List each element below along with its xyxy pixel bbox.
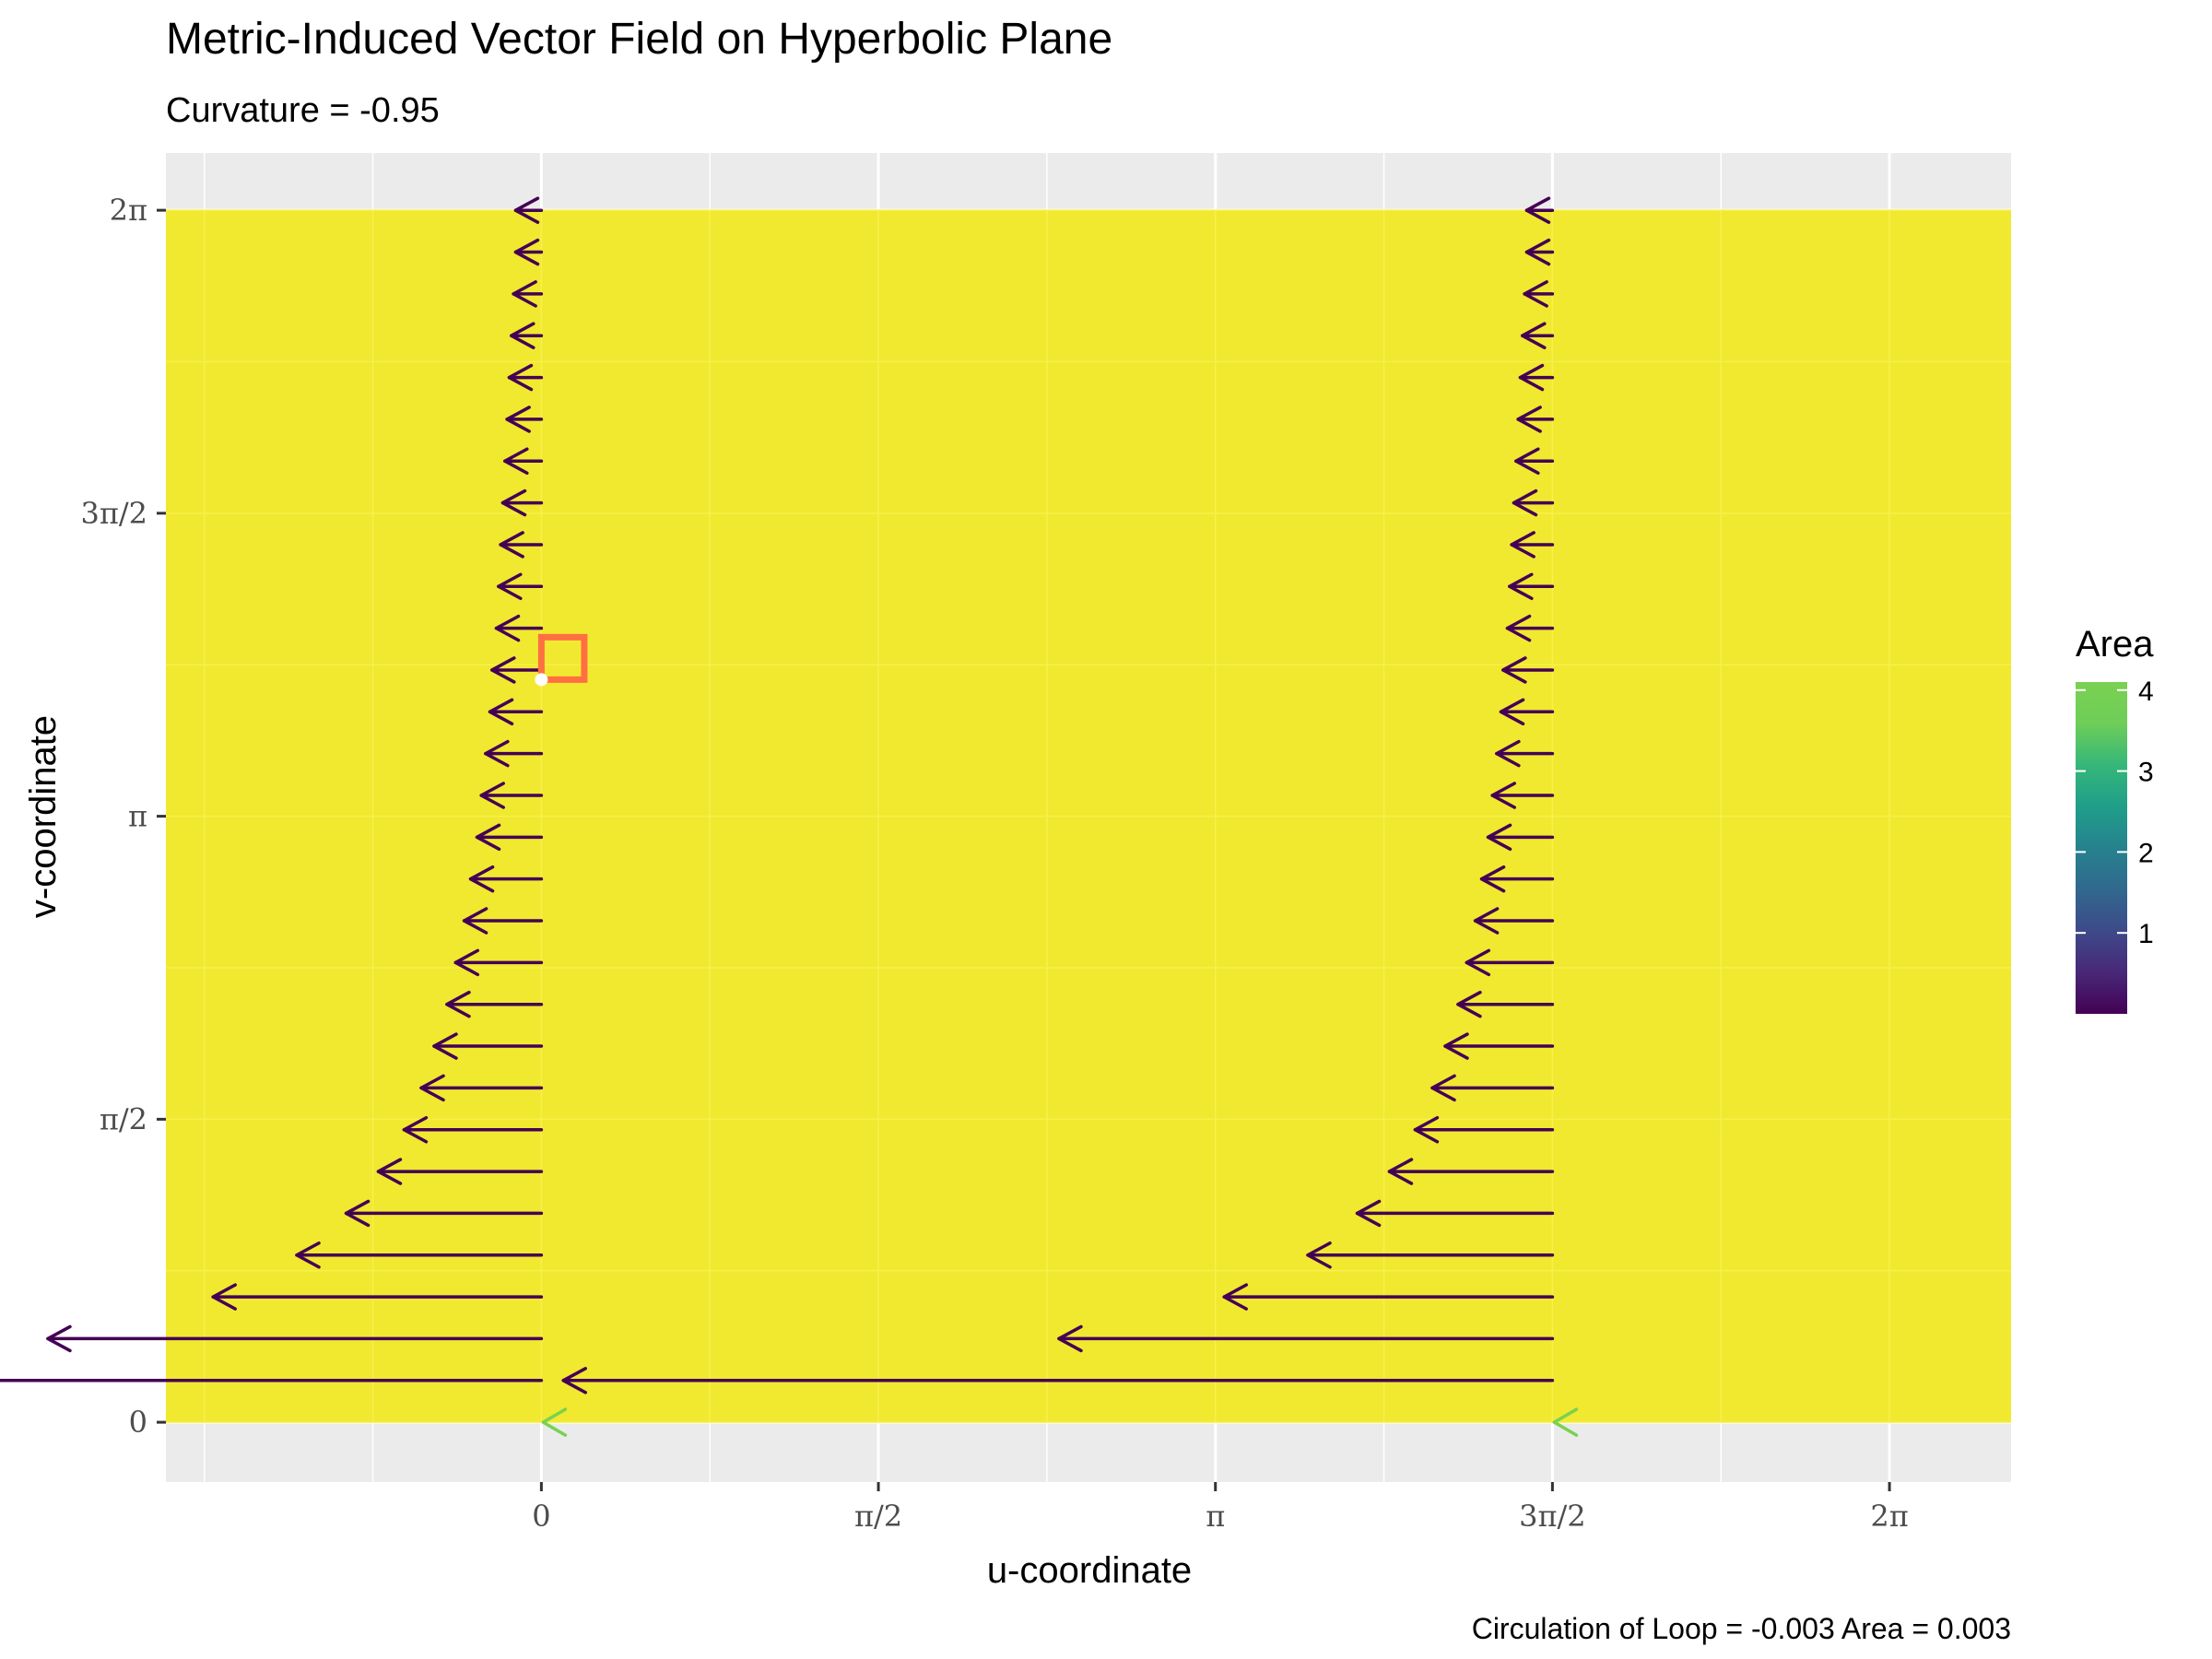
x-tick-label: 2π xyxy=(1870,1499,1908,1534)
x-axis: 0 π/2 π 3π/2 2π xyxy=(532,1482,1909,1534)
vector-arrow-head xyxy=(1514,447,1540,476)
vector-arrow-head xyxy=(499,531,524,559)
loop-rectangle xyxy=(537,633,588,683)
vector-arrow-head xyxy=(1479,865,1506,893)
vector-arrow-head xyxy=(513,196,540,224)
y-tick-label: 3π/2 xyxy=(80,496,147,531)
vector-arrow-head xyxy=(1523,280,1548,308)
legend-title: Area xyxy=(2076,624,2154,665)
vector-arrow-head xyxy=(1501,656,1527,684)
x-tick-label: π/2 xyxy=(854,1499,902,1534)
vector-arrow-head xyxy=(1524,196,1551,224)
vector-arrow-head xyxy=(1465,948,1491,977)
vector-arrow-head xyxy=(500,488,527,517)
vector-arrow-head xyxy=(1495,739,1521,768)
vector-arrow-head xyxy=(497,572,523,601)
vector-arrows xyxy=(0,196,1555,1394)
vector-arrow-head xyxy=(453,948,480,977)
vector-arrow-head xyxy=(1222,1283,1248,1311)
chart-caption: Circulation of Loop = -0.003 Area = 0.00… xyxy=(1472,1612,2011,1645)
vector-arrow-head xyxy=(1430,1074,1456,1102)
vector-arrow-head xyxy=(1508,572,1534,601)
vector-arrow-head xyxy=(1499,698,1525,726)
vector-arrow-head xyxy=(462,907,488,935)
vector-arrow-head xyxy=(488,698,514,726)
legend-tick-label: 4 xyxy=(2138,677,2154,707)
vector-arrow-head xyxy=(1456,990,1482,1018)
chart-title: Metric-Induced Vector Field on Hyperboli… xyxy=(166,15,1112,64)
vector-arrow-head xyxy=(1443,1032,1469,1060)
vector-arrow-head xyxy=(1387,1158,1414,1185)
x-axis-title: u-coordinate xyxy=(987,1550,1192,1591)
legend-colorbar xyxy=(2076,682,2127,1014)
vector-arrow-head xyxy=(475,823,501,852)
x-tick-label: 3π/2 xyxy=(1519,1499,1586,1534)
zero-arrows xyxy=(541,1407,1579,1437)
vector-arrow-head xyxy=(1490,782,1516,809)
vector-arrow-head xyxy=(1518,363,1545,392)
vector-arrow-head xyxy=(494,614,521,642)
vector-arrow-head xyxy=(1486,823,1512,852)
vector-arrow-head xyxy=(503,447,529,476)
y-tick-label: π/2 xyxy=(100,1101,147,1136)
zero-arrow-head xyxy=(541,1407,568,1437)
loop-point xyxy=(535,673,548,687)
vector-arrow-head xyxy=(479,782,505,809)
vector-arrow-head xyxy=(1510,531,1535,559)
x-tick-label: π xyxy=(1206,1499,1225,1534)
vector-arrow-head xyxy=(561,1367,587,1394)
vector-arrow-head xyxy=(484,739,510,768)
vector-arrow-head xyxy=(513,238,540,266)
vector-arrow-head xyxy=(507,363,534,392)
vector-arrow-head xyxy=(376,1158,403,1185)
y-axis: 0 π/2 π 3π/2 2π xyxy=(80,193,166,1440)
vector-arrow-head xyxy=(510,322,535,349)
vector-arrow-head xyxy=(468,865,495,893)
vector-arrow-head xyxy=(1057,1324,1083,1353)
vector-arrow-head xyxy=(211,1283,237,1311)
vector-arrow-head xyxy=(1306,1241,1332,1269)
legend-ticks: 1 2 3 4 xyxy=(2076,677,2154,949)
vector-arrow-head xyxy=(1516,406,1542,433)
vector-arrow-head xyxy=(512,280,537,308)
tile-grid-overlay xyxy=(166,209,2011,1423)
vector-arrow-head xyxy=(505,406,531,433)
vector-arrow-head xyxy=(1413,1115,1440,1144)
y-tick-label: 0 xyxy=(129,1405,147,1440)
vector-arrow-head xyxy=(1505,614,1532,642)
vector-arrow-head xyxy=(1512,488,1538,517)
vector-arrow-head xyxy=(490,656,516,684)
legend-tick-label: 2 xyxy=(2138,838,2154,868)
y-axis-title: v-coordinate xyxy=(23,715,64,918)
vector-arrow-head xyxy=(1355,1199,1382,1228)
y-tick-label: π xyxy=(128,799,147,834)
y-tick-label: 2π xyxy=(110,193,147,228)
vector-arrow-head xyxy=(295,1241,321,1269)
legend-tick-label: 1 xyxy=(2138,919,2154,949)
vector-arrow-head xyxy=(46,1324,72,1353)
vector-arrow-head xyxy=(1524,238,1551,266)
vector-arrow-head xyxy=(344,1199,371,1228)
x-tick-label: 0 xyxy=(532,1499,550,1534)
vector-arrow-head xyxy=(1473,907,1500,935)
legend: Area 1 2 3 4 xyxy=(2076,624,2154,1014)
legend-tick-label: 3 xyxy=(2138,758,2154,788)
chart-subtitle: Curvature = -0.95 xyxy=(166,91,440,130)
vector-arrow-head xyxy=(445,990,471,1018)
vector-arrow-head xyxy=(419,1074,445,1102)
vector-arrow-head xyxy=(432,1032,458,1060)
zero-arrow-head xyxy=(1552,1407,1579,1437)
vector-arrow-head xyxy=(1521,322,1547,349)
vector-arrow-head xyxy=(402,1115,429,1144)
